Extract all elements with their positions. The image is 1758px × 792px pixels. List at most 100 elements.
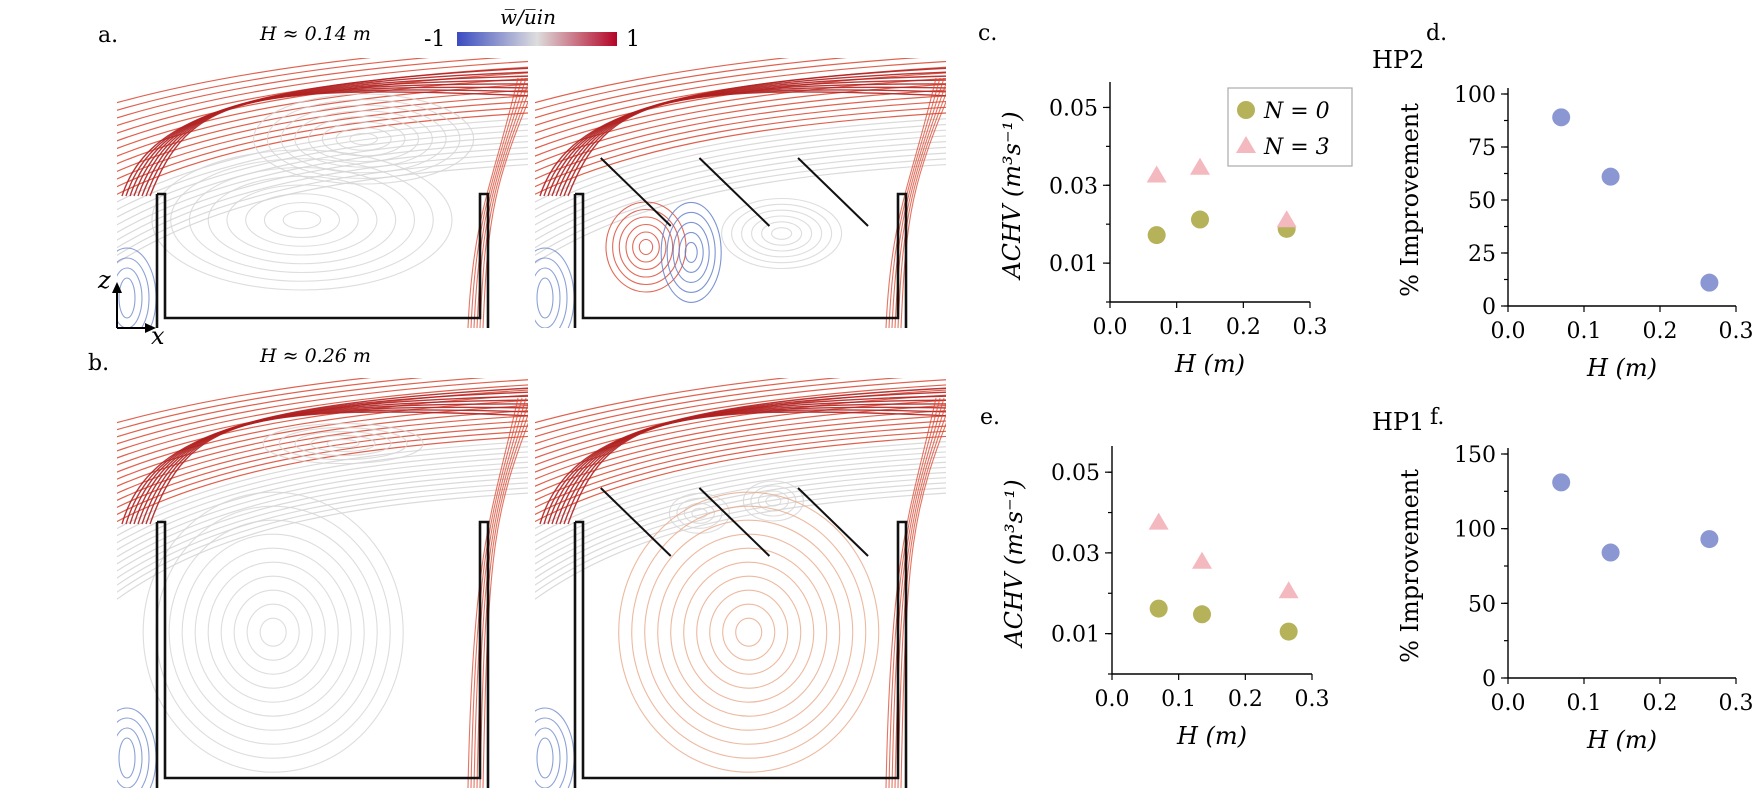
- streamline: [117, 141, 528, 234]
- streamline: [535, 60, 946, 127]
- streamline: [476, 402, 528, 788]
- chart-d: d. 0.0 0.1 0.2 0.3 0 25 50 75 100 H (m) % Improveme…: [1396, 21, 1754, 382]
- y-tick-label: 150: [1454, 443, 1496, 468]
- data-point-triangle: [1192, 551, 1212, 569]
- x-tick-label: 0.2: [1226, 315, 1261, 340]
- vortex-contour: [618, 216, 674, 278]
- streamline: [117, 58, 503, 119]
- streamline: [482, 100, 528, 328]
- vortex-contour: [259, 617, 287, 647]
- streamline: [535, 446, 946, 537]
- cavity-wall: [157, 192, 490, 328]
- y-tick-label: 0.03: [1051, 542, 1100, 567]
- legend-label: N = 3: [1263, 135, 1330, 160]
- data-point-circle: [1147, 226, 1166, 245]
- streamline: [117, 487, 528, 593]
- x-axis-label: H (m): [1586, 354, 1657, 382]
- streamline: [535, 58, 790, 104]
- streamline: [535, 58, 848, 111]
- vortex-contour: [220, 575, 326, 689]
- vortex-contour: [280, 104, 447, 174]
- x-axis-label: H (m): [1174, 350, 1245, 378]
- streamline: [891, 397, 945, 788]
- vortex-contour: [294, 110, 433, 168]
- legend-box: [1227, 87, 1353, 167]
- vortex-contour: [278, 427, 408, 461]
- y-axis-label: % Improvement: [1396, 469, 1424, 663]
- streamline: [535, 95, 946, 173]
- vortex-contour: [535, 707, 575, 788]
- vortex-contour: [535, 257, 568, 328]
- chart-title: HP1: [1372, 408, 1424, 436]
- streamline: [885, 77, 937, 328]
- x-tick-label: 0.0: [1095, 687, 1130, 712]
- streamline: [535, 72, 946, 142]
- vortex-contour: [536, 277, 554, 319]
- streamline: [117, 112, 528, 195]
- cavity-wall: [575, 192, 908, 328]
- cavity-wall: [157, 520, 490, 788]
- streamline: [149, 411, 528, 525]
- y-tick-label: 0.01: [1051, 623, 1100, 648]
- streamline: [535, 482, 946, 586]
- streamline: [117, 451, 528, 544]
- streamline: [117, 378, 486, 438]
- data-point-triangle: [1278, 581, 1299, 599]
- vortex-contour: [266, 99, 461, 179]
- streamline: [900, 422, 946, 788]
- louver: [600, 157, 672, 227]
- vortex-contour: [672, 221, 710, 283]
- vortex-contour: [670, 547, 828, 717]
- vortex-contour: [188, 166, 416, 274]
- y-axis-label: % Improvement: [1396, 103, 1424, 297]
- vortex-contour: [170, 158, 434, 282]
- data-point-triangle: [1190, 157, 1210, 175]
- streamline: [117, 72, 528, 142]
- colorbar-min-label: -1: [424, 27, 445, 52]
- vortex-contour: [245, 193, 359, 247]
- vortex-contour: [535, 727, 561, 788]
- streamline: [535, 492, 946, 601]
- y-tick-label: 0: [1482, 295, 1496, 320]
- streamline: [535, 123, 946, 211]
- y-tick-label: 0.05: [1049, 96, 1098, 121]
- louver: [600, 487, 672, 557]
- vortex-contour: [536, 737, 554, 779]
- streamline: [897, 92, 946, 328]
- colorbar-gradient: [457, 32, 617, 46]
- streamline: [473, 397, 527, 788]
- streamline: [535, 394, 946, 466]
- streamline: [535, 112, 946, 195]
- streamline: [117, 435, 528, 523]
- vortex-contour: [771, 227, 793, 240]
- vortex-contour: [207, 175, 397, 265]
- streamline: [535, 118, 946, 203]
- vortex-contour: [757, 490, 789, 512]
- streamline: [117, 404, 528, 480]
- vortex-contour: [666, 211, 716, 293]
- vortex-contour: [117, 717, 150, 788]
- vortex-contour: [349, 132, 378, 146]
- vortex-contour: [117, 247, 157, 328]
- vortex-contour: [683, 561, 815, 703]
- streamline: [479, 413, 528, 788]
- data-point-triangle: [1146, 165, 1167, 183]
- louver: [698, 157, 771, 227]
- streamline: [117, 58, 372, 104]
- vortex-contour: [625, 223, 667, 271]
- coordinate-axes: z x: [97, 266, 165, 350]
- louver: [797, 157, 869, 227]
- vortex-contour: [321, 121, 406, 157]
- streamline: [535, 404, 946, 480]
- vortex-contour: [117, 707, 157, 788]
- streamline: [535, 435, 946, 523]
- data-point-circle: [1700, 530, 1719, 549]
- streamline: [900, 100, 946, 328]
- vortex-contour: [262, 423, 424, 465]
- x-tick-label: 0.1: [1567, 319, 1602, 344]
- y-tick-label: 0.05: [1051, 461, 1100, 486]
- streamline: [535, 378, 842, 431]
- streamline: [117, 446, 528, 537]
- vortex-contour: [155, 505, 391, 759]
- colorbar-max-label: 1: [626, 27, 640, 52]
